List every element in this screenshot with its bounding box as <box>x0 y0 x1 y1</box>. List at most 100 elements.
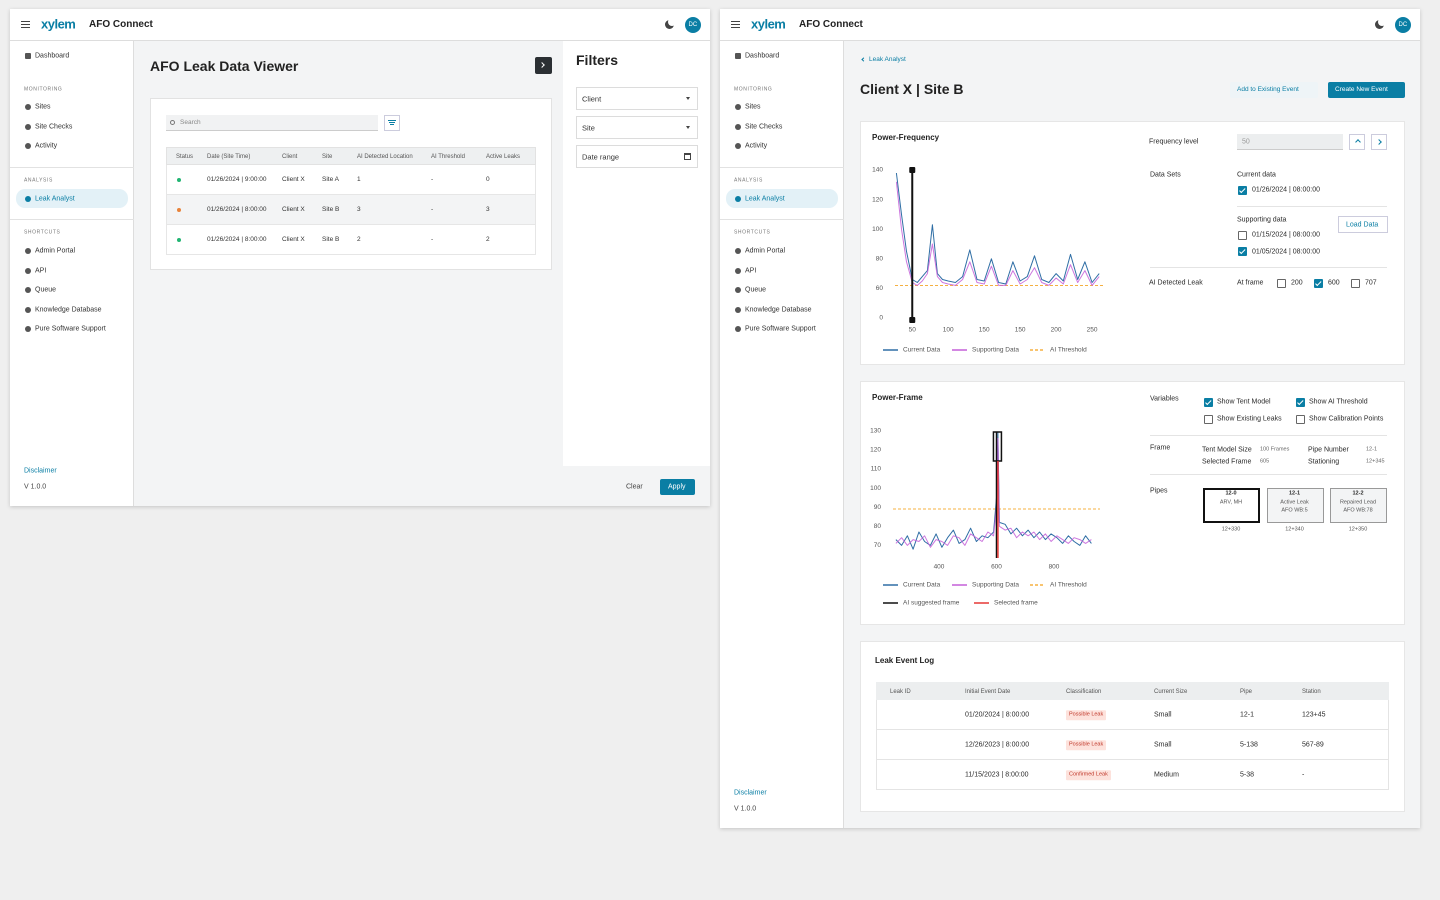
nav-section-label: ANALYSIS <box>24 177 53 184</box>
sidebar-divider <box>720 167 844 168</box>
nav-item[interactable]: Sites <box>745 103 761 111</box>
create-event-button[interactable] <box>1328 82 1405 98</box>
avatar[interactable] <box>685 17 701 33</box>
pipe-desc: Active Leak <box>1280 499 1309 506</box>
search-box[interactable] <box>166 115 378 131</box>
filter-field[interactable] <box>576 87 698 110</box>
disclaimer-link[interactable]: Disclaimer <box>24 467 57 475</box>
apply-label: Apply <box>668 483 686 491</box>
pipe-station: 12+330 <box>1221 526 1241 533</box>
status-dot <box>177 208 181 212</box>
nav-item[interactable]: Activity <box>745 142 768 150</box>
log-cell: Small <box>1154 711 1172 719</box>
table-cell: - <box>431 235 434 243</box>
table-cell: - <box>431 175 434 183</box>
load-data-button[interactable] <box>1338 216 1388 233</box>
search-icon <box>170 120 175 125</box>
checkbox[interactable] <box>1204 397 1213 407</box>
nav-item[interactable]: Admin Portal <box>745 247 786 255</box>
nav-section-label: SHORTCUTS <box>24 229 61 236</box>
step-button[interactable] <box>1371 134 1387 150</box>
checkbox[interactable] <box>1277 278 1286 288</box>
nav-item[interactable]: Site Checks <box>745 123 783 130</box>
table-row[interactable] <box>166 195 536 225</box>
filter-icon-line <box>389 122 395 123</box>
divider <box>1150 267 1387 268</box>
nav-icon <box>735 123 741 130</box>
nav-item[interactable]: Pure Software Support <box>35 325 106 333</box>
checkbox[interactable] <box>1296 414 1305 424</box>
panel-toggle[interactable] <box>535 57 552 74</box>
filter-field[interactable] <box>576 145 698 168</box>
nav-item[interactable]: Queue <box>745 286 767 294</box>
log-cell: 11/15/2023 | 8:00:00 <box>965 771 1029 779</box>
nav-item[interactable]: Dashboard <box>35 52 70 60</box>
pipe-card[interactable] <box>1203 488 1260 523</box>
classification-pill: Confirmed Leak <box>1066 770 1111 780</box>
frequency-input[interactable] <box>1237 134 1343 150</box>
checkbox[interactable] <box>1314 278 1323 288</box>
pipe-card[interactable] <box>1266 488 1324 523</box>
filters-title: Filters <box>576 52 619 68</box>
avatar-initials: DC <box>688 22 698 28</box>
nav-section-label: SHORTCUTS <box>734 229 771 236</box>
frequency-value: 50 <box>1242 138 1250 146</box>
menu-icon-line <box>21 27 30 29</box>
pipe-id: 12-0 <box>1225 490 1237 497</box>
column-header: Pipe <box>1240 688 1253 695</box>
version: V 1.0.0 <box>24 483 47 491</box>
checkbox[interactable] <box>1204 414 1213 424</box>
log-row[interactable] <box>876 760 1389 790</box>
nav-active-bg <box>16 189 128 208</box>
nav-icon <box>735 248 741 254</box>
table-cell: Site B <box>322 235 340 243</box>
clear-button[interactable]: Clear <box>626 483 643 491</box>
nav-item[interactable]: Leak Analyst <box>35 195 75 203</box>
add-event-button[interactable] <box>1230 82 1318 98</box>
nav-item[interactable]: API <box>745 267 757 274</box>
sidebar <box>10 41 134 506</box>
menu-icon-line <box>21 24 30 26</box>
table-row[interactable] <box>166 165 536 195</box>
nav-item[interactable]: Activity <box>35 142 58 150</box>
checkbox-label: 01/15/2024 | 08:00:00 <box>1252 231 1320 239</box>
nav-item[interactable]: Knowledge Database <box>745 306 812 313</box>
nav-icon <box>735 306 741 313</box>
checkbox[interactable] <box>1351 278 1360 288</box>
checkbox-label: 200 <box>1291 279 1303 287</box>
checkbox[interactable] <box>1238 230 1247 240</box>
nav-icon <box>735 326 741 332</box>
nav-item[interactable]: Dashboard <box>745 52 780 60</box>
nav-item[interactable]: API <box>35 267 47 274</box>
nav-item[interactable]: Admin Portal <box>35 247 76 255</box>
filter-field[interactable] <box>576 116 698 139</box>
nav-section-label: ANALYSIS <box>734 177 763 184</box>
sub-label: Supporting data <box>1237 216 1287 224</box>
log-row[interactable] <box>876 700 1389 730</box>
nav-item[interactable]: Site Checks <box>35 123 73 130</box>
log-row[interactable] <box>876 730 1389 760</box>
nav-item[interactable]: Sites <box>35 103 51 111</box>
frame-label: Tent Model Size <box>1202 446 1252 454</box>
nav-icon <box>25 248 31 254</box>
nav-item[interactable]: Leak Analyst <box>745 195 785 203</box>
checkbox[interactable] <box>1238 185 1247 195</box>
table-cell: 3 <box>486 205 490 213</box>
table-row[interactable] <box>166 225 536 255</box>
disclaimer-link[interactable]: Disclaimer <box>734 789 767 797</box>
filter-button[interactable] <box>384 115 400 131</box>
checkbox[interactable] <box>1296 397 1305 407</box>
checkbox[interactable] <box>1238 247 1247 256</box>
brand: xylem <box>751 16 786 32</box>
nav-item[interactable]: Pure Software Support <box>745 325 816 333</box>
nav-item[interactable]: Queue <box>35 286 57 294</box>
create-event-label: Create New Event <box>1335 85 1388 93</box>
step-button[interactable] <box>1349 134 1365 150</box>
pipe-card[interactable] <box>1330 488 1387 523</box>
apply-button[interactable] <box>660 479 695 495</box>
nav-item[interactable]: Knowledge Database <box>35 306 102 313</box>
breadcrumb[interactable]: Leak Analyst <box>869 55 906 63</box>
avatar[interactable] <box>1395 17 1411 33</box>
log-cell: 567-89 <box>1302 741 1324 749</box>
card-title: Leak Event Log <box>875 656 935 665</box>
